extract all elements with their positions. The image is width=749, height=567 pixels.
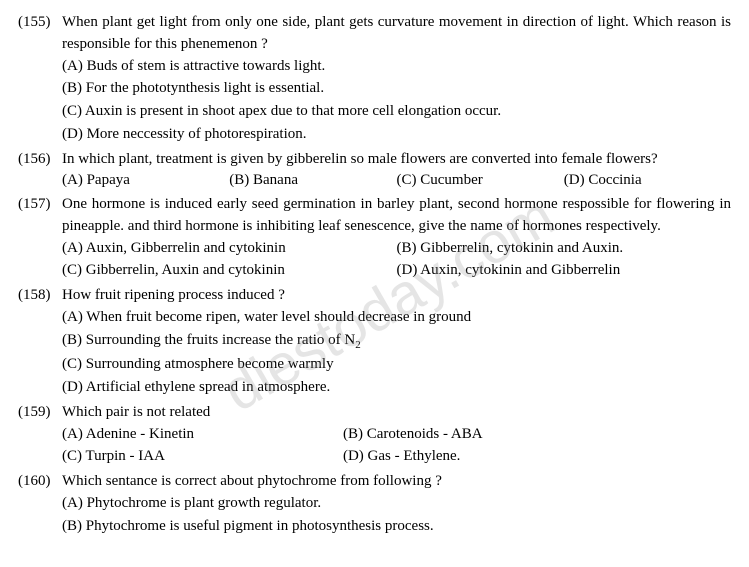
question-number: (157)	[18, 194, 62, 283]
question-text: Which pair is not related	[62, 402, 731, 424]
question-number: (160)	[18, 471, 62, 538]
option-d: (D) Gas - Ethylene.	[343, 446, 624, 468]
question-159: (159) Which pair is not related (A) Aden…	[18, 402, 731, 469]
subscript: 2	[355, 339, 361, 351]
question-text: How fruit ripening process induced ?	[62, 285, 731, 307]
option-c: (C) Surrounding atmosphere become warmly	[62, 354, 731, 376]
question-text: When plant get light from only one side,…	[62, 12, 731, 56]
question-number: (159)	[18, 402, 62, 469]
option-a: (A) Phytochrome is plant growth regulato…	[62, 493, 731, 515]
question-158: (158) How fruit ripening process induced…	[18, 285, 731, 400]
option-b: (B) Carotenoids - ABA	[343, 424, 624, 446]
option-d: (D) Coccinia	[564, 170, 731, 192]
options-block: (A) When fruit become ripen, water level…	[62, 307, 731, 399]
option-a: (A) Adenine - Kinetin	[62, 424, 343, 446]
question-text: One hormone is induced early seed germin…	[62, 194, 731, 238]
options-block: (A) Phytochrome is plant growth regulato…	[62, 493, 731, 538]
option-b: (B) Gibberrelin, cytokinin and Auxin.	[397, 238, 732, 260]
option-a: (A) Papaya	[62, 170, 229, 192]
option-c: (C) Auxin is present in shoot apex due t…	[62, 101, 731, 123]
option-d: (D) Artificial ethylene spread in atmosp…	[62, 377, 731, 399]
option-b: (B) Phytochrome is useful pigment in pho…	[62, 516, 731, 538]
question-number: (155)	[18, 12, 62, 147]
question-text: Which sentance is correct about phytochr…	[62, 471, 731, 493]
question-155: (155) When plant get light from only one…	[18, 12, 731, 147]
options-block: (A) Papaya (B) Banana (C) Cucumber (D) C…	[62, 170, 731, 192]
options-block: (A) Auxin, Gibberrelin and cytokinin (B)…	[62, 238, 731, 284]
option-a: (A) When fruit become ripen, water level…	[62, 307, 731, 329]
question-157: (157) One hormone is induced early seed …	[18, 194, 731, 283]
question-156: (156) In which plant, treatment is given…	[18, 149, 731, 193]
option-c: (C) Gibberrelin, Auxin and cytokinin	[62, 260, 397, 282]
option-b: (B) Banana	[229, 170, 396, 192]
question-text: In which plant, treatment is given by gi…	[62, 149, 731, 171]
question-160: (160) Which sentance is correct about ph…	[18, 471, 731, 538]
question-number: (158)	[18, 285, 62, 400]
option-d: (D) Auxin, cytokinin and Gibberrelin	[397, 260, 732, 282]
options-block: (A) Adenine - Kinetin (B) Carotenoids - …	[62, 424, 731, 470]
option-d: (D) More neccessity of photorespiration.	[62, 124, 731, 146]
options-block: (A) Buds of stem is attractive towards l…	[62, 56, 731, 146]
option-c: (C) Turpin - IAA	[62, 446, 343, 468]
option-c: (C) Cucumber	[397, 170, 564, 192]
option-a: (A) Buds of stem is attractive towards l…	[62, 56, 731, 78]
option-b: (B) Surrounding the fruits increase the …	[62, 330, 731, 354]
option-b: (B) For the phototynthesis light is esse…	[62, 78, 731, 100]
question-number: (156)	[18, 149, 62, 193]
option-a: (A) Auxin, Gibberrelin and cytokinin	[62, 238, 397, 260]
